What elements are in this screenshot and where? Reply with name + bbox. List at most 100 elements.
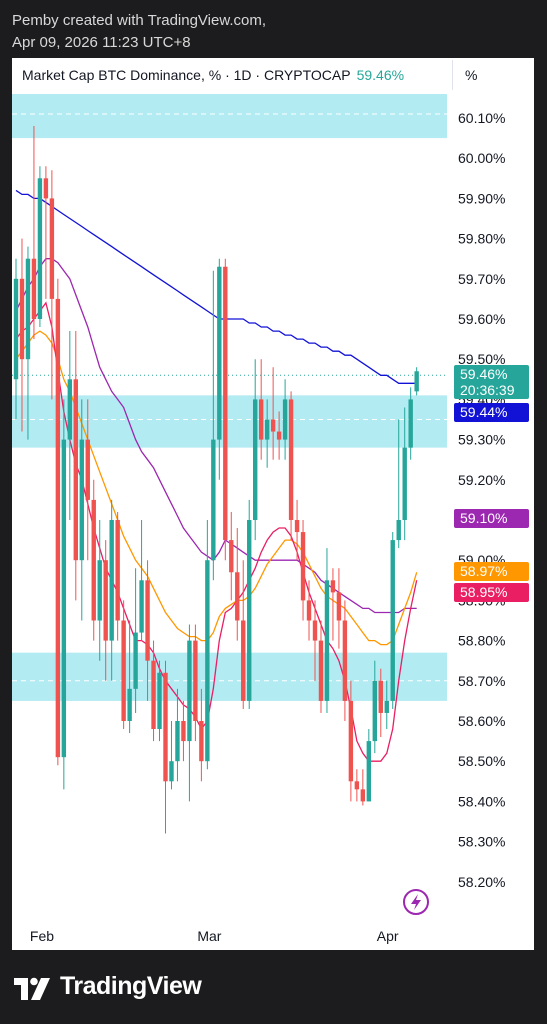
candle-body [169, 761, 174, 782]
candle-body [193, 640, 198, 721]
candle [37, 166, 43, 328]
candle-body [115, 520, 120, 621]
candle-body [241, 620, 246, 701]
candle [402, 407, 407, 541]
candle [360, 769, 366, 806]
candle [31, 126, 37, 340]
candle [25, 246, 31, 440]
candle [336, 568, 342, 649]
tradingview-logo-icon [14, 977, 50, 1000]
y-tick-label: 59.70% [458, 271, 505, 287]
y-tick-label: 58.70% [458, 673, 505, 689]
candle [67, 331, 73, 520]
candle-body [318, 640, 324, 701]
candle-body [145, 580, 150, 661]
chart-card[interactable]: 60.10% 60.00% 59.90% 59.80% 59.70% 59.60% 59.5… [12, 58, 534, 950]
candle-body [253, 399, 258, 520]
y-tick-label: 58.40% [458, 793, 505, 809]
candle-body [264, 419, 270, 440]
candle-body [163, 672, 168, 782]
candle-body [175, 721, 180, 762]
price-label: 59.46%20:36:39 [454, 365, 529, 399]
candle-body [199, 721, 204, 762]
candle-body [97, 560, 102, 621]
candle-body [288, 399, 294, 520]
y-tick-label: 58.30% [458, 834, 505, 850]
candle [390, 532, 395, 709]
candle-body [324, 580, 330, 701]
candle-body [360, 789, 366, 802]
price-label-text: 58.97% [460, 563, 507, 579]
candle [354, 769, 360, 802]
price-label: 58.95% [454, 583, 529, 602]
candle-body [336, 592, 342, 621]
candle-body [276, 431, 282, 440]
candlestick-chart[interactable]: 60.10% 60.00% 59.90% 59.80% 59.70% 59.60% 59.5… [12, 58, 534, 950]
candle [300, 520, 306, 621]
price-label-bg [454, 562, 529, 581]
candle [121, 600, 126, 730]
candle [139, 520, 144, 641]
ma-blue-line [15, 189, 417, 384]
candle [49, 170, 55, 400]
candle [372, 660, 377, 754]
candle-body [187, 640, 192, 742]
candle-body [366, 741, 372, 802]
candle-body [247, 520, 252, 701]
candle [348, 680, 354, 802]
candle-body [390, 540, 395, 701]
candle-body [49, 198, 55, 299]
candle-body [342, 620, 348, 701]
candle [169, 721, 174, 790]
candle-body [157, 672, 162, 730]
symbol-title: Market Cap BTC Dominance, % · 1D · CRYPT… [22, 67, 351, 83]
candle-body [348, 700, 354, 782]
candle [193, 624, 198, 742]
candle [396, 419, 401, 549]
candle-body [25, 258, 31, 360]
candle-body [109, 520, 114, 641]
price-label-bg [454, 365, 529, 399]
plot-area [12, 94, 447, 834]
candle [175, 688, 180, 782]
author-line: Pemby created with TradingView.com, [12, 12, 267, 29]
candle [408, 387, 413, 460]
candle [312, 600, 318, 681]
candle [294, 499, 300, 561]
y-tick-label: 59.60% [458, 311, 505, 327]
y-tick-label: 58.50% [458, 753, 505, 769]
legend-title[interactable]: Market Cap BTC Dominance, % · 1D · CRYPT… [22, 67, 404, 83]
price-label-text: 59.44% [460, 404, 507, 420]
percent-scale-button[interactable]: % [452, 60, 534, 90]
legend-row: Market Cap BTC Dominance, % · 1D · CRYPT… [12, 58, 534, 94]
candle-body [61, 439, 67, 758]
candle-body [127, 688, 132, 721]
candle-body [121, 620, 126, 721]
price-label-text: 59.46% [460, 366, 507, 382]
candle-body [139, 580, 144, 633]
candle-body [217, 266, 222, 440]
candle-body [205, 560, 210, 762]
candle [13, 258, 19, 420]
candle [276, 411, 282, 460]
price-label: 59.10% [454, 509, 529, 528]
y-tick-label: 59.90% [458, 190, 505, 206]
candle-body [13, 278, 19, 380]
candle-body [312, 620, 318, 641]
candle [235, 528, 240, 641]
candle [414, 367, 419, 396]
candle-body [384, 700, 389, 713]
price-label-bg [454, 403, 529, 422]
candle [330, 568, 336, 641]
ma-purple-line [15, 258, 417, 614]
candle [91, 479, 96, 641]
candle-body [408, 399, 413, 448]
candle-body [103, 560, 108, 641]
lightning-icon[interactable] [403, 889, 429, 915]
candle-body [378, 680, 383, 713]
candle-body [91, 499, 96, 621]
price-label-countdown: 20:36:39 [460, 382, 515, 398]
candle [103, 540, 108, 681]
price-label-text: 59.10% [460, 510, 507, 526]
candle-body [73, 379, 78, 561]
